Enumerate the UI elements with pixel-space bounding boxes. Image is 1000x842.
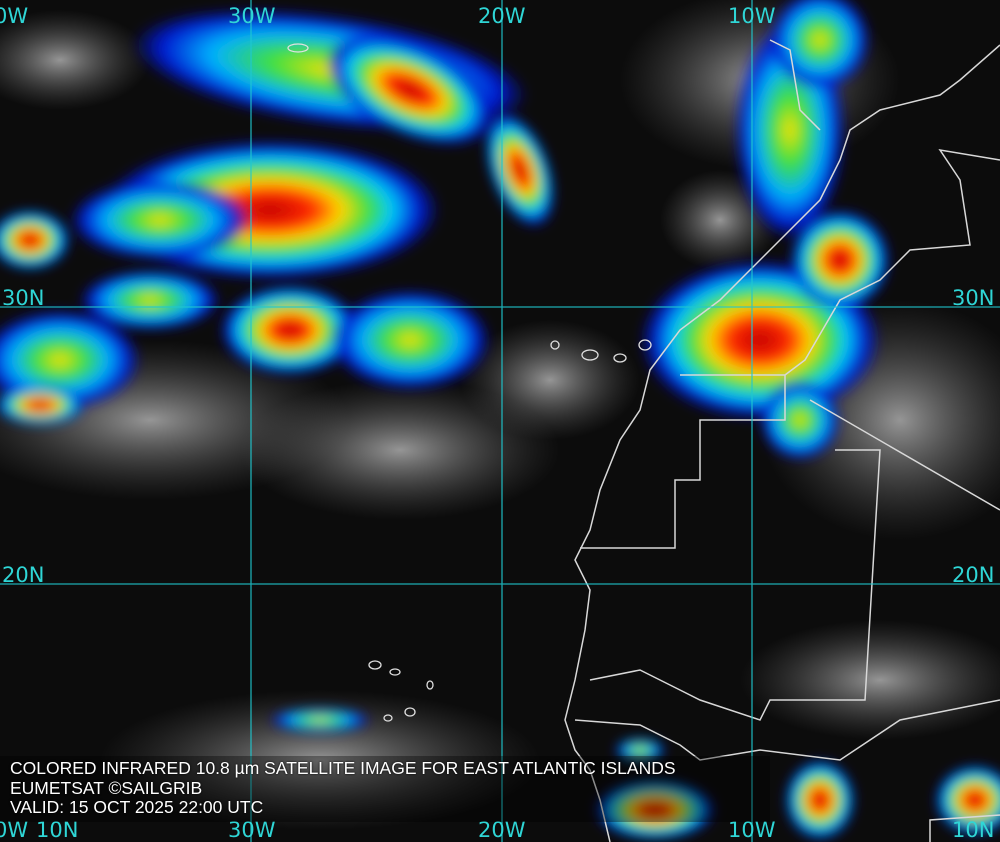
longitude-label-30w-bottom: 30W	[228, 818, 276, 842]
latitude-label-10n-left: 10N	[36, 818, 79, 842]
longitude-label-20w-bottom: 20W	[478, 818, 526, 842]
longitude-label-10w-top: 10W	[728, 4, 776, 28]
longitude-label-40w-bottom: 0W	[0, 818, 29, 842]
coastlines	[564, 39, 1000, 842]
islands	[287, 43, 652, 722]
caption-background	[0, 756, 770, 822]
latitude-label-20n-left: 20N	[2, 563, 45, 587]
caption-credit: EUMETSAT ©SAILGRIB	[10, 777, 203, 798]
latitude-label-30n-right: 30N	[952, 286, 995, 310]
longitude-label-40w-top: 0W	[0, 4, 29, 28]
caption-title: COLORED INFRARED 10.8 µm SATELLITE IMAGE…	[10, 758, 676, 778]
caption-valid-time: VALID: 15 OCT 2025 22:00 UTC	[10, 797, 264, 817]
image-caption: COLORED INFRARED 10.8 µm SATELLITE IMAGE…	[10, 758, 676, 818]
longitude-label-30w-top: 30W	[228, 4, 276, 28]
latitude-label-30n-left: 30N	[2, 286, 45, 310]
latitude-label-20n-right: 20N	[952, 563, 995, 587]
longitude-label-20w-top: 20W	[478, 4, 526, 28]
latitude-label-10n-right: 10N	[952, 818, 995, 842]
longitude-label-10w-bottom: 10W	[728, 818, 776, 842]
